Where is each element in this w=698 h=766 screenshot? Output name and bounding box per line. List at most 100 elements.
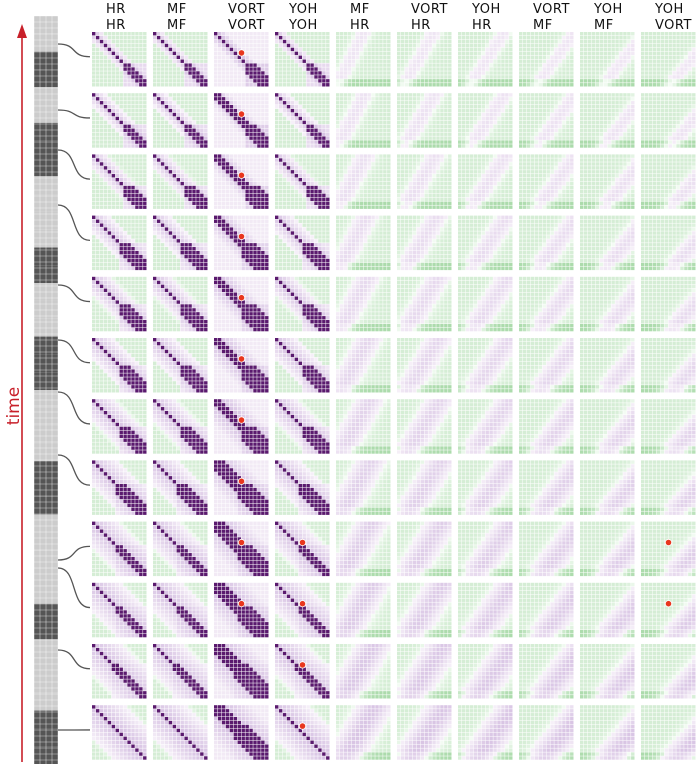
matrix-pixel	[139, 174, 142, 177]
matrix-pixel	[653, 105, 656, 108]
matrix-pixel	[523, 79, 526, 82]
matrix-pixel	[493, 40, 496, 43]
matrix-pixel	[440, 63, 443, 66]
matrix-pixel	[580, 117, 583, 120]
matrix-pixel	[188, 129, 191, 132]
matrix-pixel	[238, 129, 241, 132]
matrix-pixel	[570, 36, 573, 39]
matrix-pixel	[291, 63, 294, 66]
matrix-pixel	[562, 132, 565, 135]
matrix-pixel	[108, 132, 111, 135]
matrix-pixel	[596, 32, 599, 35]
matrix-pixel	[680, 93, 683, 96]
matrix-pixel	[200, 202, 203, 205]
matrix-pixel	[249, 63, 252, 66]
matrix-pixel	[554, 32, 557, 35]
matrix-pixel	[238, 205, 241, 208]
matrix-pixel	[283, 186, 286, 189]
matrix-pixel	[257, 186, 260, 189]
matrix-pixel	[375, 109, 378, 112]
matrix-pixel	[580, 93, 583, 96]
matrix-pixel	[116, 170, 119, 173]
matrix-pixel	[261, 121, 264, 124]
matrix-pixel	[204, 79, 207, 82]
matrix-pixel	[234, 60, 237, 63]
matrix-pixel	[340, 75, 343, 78]
matrix-pixel	[543, 40, 546, 43]
matrix-pixel	[234, 190, 237, 193]
matrix-pixel	[287, 140, 290, 143]
matrix-pixel	[615, 136, 618, 139]
matrix-pixel	[108, 83, 111, 86]
matrix-pixel	[448, 83, 451, 86]
matrix-pixel	[356, 97, 359, 100]
matrix-pixel	[608, 117, 611, 120]
matrix-pixel	[249, 52, 252, 55]
matrix-pixel	[279, 132, 282, 135]
matrix-pixel	[226, 63, 229, 66]
matrix-pixel	[218, 79, 221, 82]
matrix-pixel	[562, 36, 565, 39]
matrix-pixel	[104, 144, 107, 147]
matrix-pixel	[375, 67, 378, 70]
matrix-pixel	[143, 178, 146, 181]
matrix-pixel	[562, 129, 565, 132]
matrix-pixel	[448, 52, 451, 55]
matrix-pixel	[139, 125, 142, 128]
matrix-pixel	[306, 48, 309, 51]
matrix-pixel	[226, 109, 229, 112]
matrix-pixel	[531, 93, 534, 96]
matrix-pixel	[608, 101, 611, 104]
matrix-pixel	[120, 158, 123, 161]
matrix-pixel	[218, 36, 221, 39]
matrix-pixel	[383, 75, 386, 78]
matrix-pixel	[364, 63, 367, 66]
matrix-pixel	[165, 36, 168, 39]
matrix-pixel	[348, 113, 351, 116]
matrix-pixel	[364, 132, 367, 135]
matrix-pixel	[489, 71, 492, 74]
matrix-pixel	[409, 121, 412, 124]
matrix-pixel	[173, 166, 176, 169]
matrix-pixel	[401, 93, 404, 96]
matrix-pixel	[448, 36, 451, 39]
matrix-pixel	[692, 60, 695, 63]
matrix-pixel	[238, 154, 241, 157]
matrix-pixel	[535, 136, 538, 139]
matrix-pixel	[367, 71, 370, 74]
matrix-pixel	[627, 60, 630, 63]
matrix-pixel	[214, 158, 217, 161]
matrix-pixel	[192, 129, 195, 132]
matrix-pixel	[161, 144, 164, 147]
matrix-pixel	[486, 60, 489, 63]
matrix-pixel	[230, 162, 233, 165]
matrix-pixel	[657, 144, 660, 147]
matrix-pixel	[230, 158, 233, 161]
matrix-pixel	[489, 117, 492, 120]
matrix-pixel	[360, 75, 363, 78]
matrix-pixel	[649, 36, 652, 39]
matrix-pixel	[649, 52, 652, 55]
matrix-pixel	[440, 44, 443, 47]
matrix-pixel	[143, 117, 146, 120]
matrix-pixel	[234, 71, 237, 74]
matrix-pixel	[387, 75, 390, 78]
matrix-pixel	[184, 40, 187, 43]
matrix-pixel	[611, 125, 614, 128]
matrix-pixel	[535, 60, 538, 63]
matrix-pixel	[413, 136, 416, 139]
matrix-pixel	[547, 144, 550, 147]
matrix-pixel	[661, 36, 664, 39]
matrix-pixel	[157, 186, 160, 189]
matrix-pixel	[550, 60, 553, 63]
matrix-pixel	[692, 136, 695, 139]
matrix-pixel	[592, 60, 595, 63]
matrix-pixel	[161, 113, 164, 116]
matrix-pixel	[619, 136, 622, 139]
matrix-pixel	[425, 60, 428, 63]
matrix-pixel	[657, 117, 660, 120]
matrix-pixel	[440, 32, 443, 35]
matrix-pixel	[566, 140, 569, 143]
matrix-pixel	[519, 109, 522, 112]
matrix-pixel	[92, 71, 95, 74]
